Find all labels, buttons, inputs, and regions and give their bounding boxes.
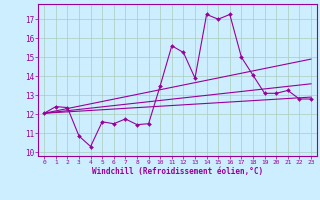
X-axis label: Windchill (Refroidissement éolien,°C): Windchill (Refroidissement éolien,°C): [92, 167, 263, 176]
